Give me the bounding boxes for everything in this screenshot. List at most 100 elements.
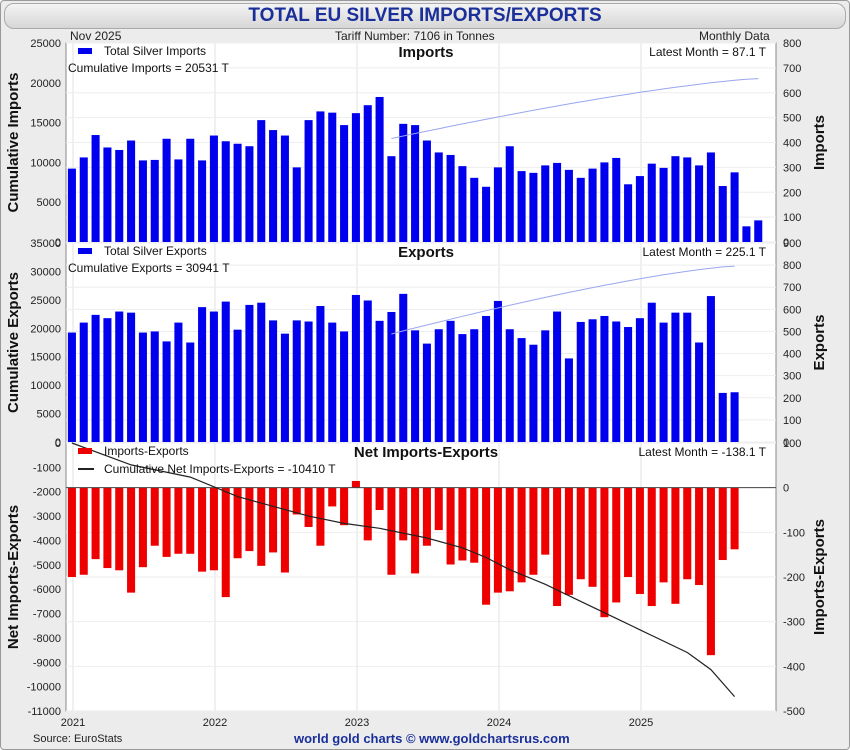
panel-1-left-tick-label: 0 [55, 237, 61, 249]
panel-1-bar [387, 156, 396, 242]
panel-1-bar [304, 120, 313, 242]
panel-2-bar [316, 306, 325, 442]
panel-3-title: Net Imports-Exports [354, 444, 498, 461]
panel-1-bar [517, 171, 526, 242]
panel-1-bar [612, 157, 621, 242]
panel-3-bar [671, 487, 680, 604]
panel-1-latest-month: Latest Month = 87.1 T [649, 45, 767, 59]
panel-2-bar [505, 329, 514, 442]
panel-1-right-tick-label: 400 [783, 138, 801, 150]
panel-1-bar [280, 135, 289, 242]
panel-3-bar [363, 487, 372, 541]
chart-title: TOTAL EU SILVER IMPORTS/EXPORTS [4, 3, 846, 29]
panel-2-bar [411, 330, 420, 442]
panel-2-right-tick-label: 500 [783, 326, 801, 338]
panel-2-bar [600, 315, 609, 442]
panel-3-bar [588, 487, 597, 587]
panel-1-bar [150, 159, 159, 242]
panel-1-bar [174, 159, 183, 242]
panel-3-bar [505, 487, 514, 592]
panel-3-left-axis-title: Net Imports-Exports [5, 505, 22, 649]
panel-2-bar [517, 338, 526, 442]
panel-3-bar [340, 487, 349, 526]
panel-1-legend-swatch [78, 48, 92, 54]
panel-2-left-tick-label: 20000 [30, 323, 61, 335]
panel-2-bar [470, 329, 479, 442]
panel-3-cumulative-line [71, 442, 736, 697]
panel-1-bar [624, 184, 633, 242]
panel-2-bar [79, 322, 88, 442]
panel-3-right-tick-label: 0 [783, 483, 789, 495]
panel-2-right-axis-title: Exports [811, 315, 828, 371]
panel-1-bar [683, 157, 692, 242]
panel-2-right-tick-label: 300 [783, 371, 801, 383]
panel-3-right-tick-label: -400 [783, 661, 805, 673]
panel-1-bar [553, 162, 562, 242]
panel-3-bar [209, 487, 218, 571]
panel-2-bar [162, 341, 171, 442]
panel-2-bar [269, 320, 278, 442]
panel-3-cumulative-label: Cumulative Net Imports-Exports = -10410 … [104, 462, 336, 476]
panel-2-bar [564, 358, 573, 442]
panel-3-bar [79, 487, 88, 575]
panel-1-left-tick-label: 20000 [30, 78, 61, 90]
panel-1-cumulative-label: Cumulative Imports = 20531 T [68, 61, 230, 75]
x-tick-label: 2024 [487, 717, 511, 729]
panel-1-bar [198, 160, 207, 242]
tariff-number: Tariff Number: 7106 in Tonnes [335, 29, 495, 43]
panel-1-bar [399, 123, 408, 242]
panel-1-bar [695, 165, 704, 242]
panel-1-bar [718, 186, 727, 242]
panel-2-bar [257, 302, 266, 442]
panel-1-bar [375, 96, 384, 242]
panel-1-bar [269, 130, 278, 242]
panel-2-right-tick-label: 400 [783, 349, 801, 361]
panel-3-bar [730, 487, 739, 550]
panel-1-left-tick-label: 10000 [30, 157, 61, 169]
panel-2-bar [422, 343, 431, 442]
panel-3-bar [399, 487, 408, 541]
panel-1-bar [292, 167, 301, 242]
panel-3-bar [233, 487, 242, 559]
panel-3-bar [138, 487, 147, 568]
panel-1-bar [505, 146, 514, 242]
panel-3-bar [67, 487, 76, 577]
panel-2-cumulative-label: Cumulative Exports = 30941 T [68, 261, 230, 275]
panel-2-legend-swatch [78, 248, 92, 254]
panel-2-right-tick-label: 100 [783, 415, 801, 427]
panel-3-bar [482, 487, 491, 605]
panel-2-bar [351, 294, 360, 442]
panel-1-left-tick-label: 5000 [37, 197, 61, 209]
panel-3-left-tick-label: -3000 [33, 511, 61, 523]
panel-3-bar [706, 487, 715, 656]
panel-2-bar [576, 321, 585, 442]
panel-2-bar [292, 320, 301, 442]
panel-2-bar [446, 320, 455, 442]
panel-2-bar [174, 322, 183, 442]
panel-2-bar [718, 392, 727, 442]
panel-3-bar [718, 487, 727, 561]
panel-2-cumulative-line [391, 265, 735, 335]
panel-1-bar [328, 112, 337, 243]
panel-2-right-tick-label: 200 [783, 393, 801, 405]
panel-3-bar [103, 487, 112, 569]
panel-2-left-tick-label: 5000 [37, 409, 61, 421]
panel-3-left-tick-label: -11000 [28, 706, 61, 718]
panel-3-bar [422, 487, 431, 546]
panel-2-bar [198, 307, 207, 442]
panel-3-left-tick-label: -9000 [33, 657, 61, 669]
panel-1-right-tick-label: 500 [783, 113, 801, 125]
panel-1-bar [671, 156, 680, 242]
panel-1-bar [576, 177, 585, 242]
panel-3-left-tick-label: -5000 [33, 560, 61, 572]
panel-3-bar [198, 487, 207, 572]
panel-3-right-tick-label: -500 [783, 706, 805, 718]
panel-2-bar [363, 300, 372, 442]
panel-1-bar [600, 162, 609, 242]
panel-2-bar [245, 304, 254, 442]
panel-1-bar [67, 168, 76, 242]
panel-3-bar [647, 487, 656, 607]
panel-3-bar [541, 487, 550, 555]
panel-3-bar [316, 487, 325, 546]
panel-1-bar [257, 120, 266, 242]
